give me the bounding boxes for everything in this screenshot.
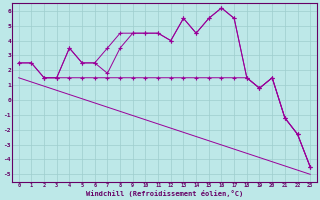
X-axis label: Windchill (Refroidissement éolien,°C): Windchill (Refroidissement éolien,°C) xyxy=(86,190,243,197)
